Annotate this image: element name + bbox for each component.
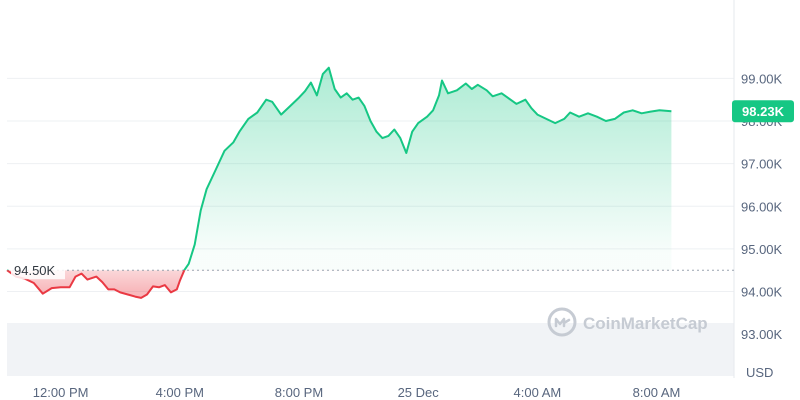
price-line-layer <box>6 66 672 299</box>
x-tick-label: 25 Dec <box>398 385 440 400</box>
coinmarketcap-logo-watermark: CoinMarketCap <box>547 307 708 337</box>
price-line-up <box>6 66 672 271</box>
y-axis-ticks: 93.00K94.00K95.00K96.00K97.00K98.00K99.0… <box>741 71 783 342</box>
reference-price-text: 94.50K <box>14 263 56 278</box>
x-tick-label: 8:00 PM <box>275 385 323 400</box>
x-tick-label: 4:00 PM <box>156 385 204 400</box>
x-tick-label: 8:00 AM <box>633 385 681 400</box>
y-tick-label: 93.00K <box>741 327 783 342</box>
y-tick-label: 96.00K <box>741 199 783 214</box>
x-tick-label: 12:00 PM <box>33 385 89 400</box>
volume-area <box>7 323 734 376</box>
current-price-badge-bg <box>732 100 794 123</box>
price-area-up <box>7 67 672 271</box>
currency-label: USD <box>746 365 773 380</box>
price-line-down <box>6 270 186 299</box>
x-tick-label: 4:00 AM <box>514 385 562 400</box>
y-tick-label: 99.00K <box>741 71 783 86</box>
y-tick-label: 94.00K <box>741 285 783 300</box>
current-price-text: 98.23K <box>742 104 785 119</box>
volume-band <box>7 323 734 376</box>
y-tick-label: 95.00K <box>741 242 783 257</box>
watermark-text: CoinMarketCap <box>583 314 708 333</box>
y-tick-label: 97.00K <box>741 157 783 172</box>
current-price-badge: 98.23K <box>732 100 794 123</box>
coinmarketcap-logo-icon <box>547 307 577 337</box>
reference-price-label: 94.50K <box>11 261 65 280</box>
x-axis-ticks: 12:00 PM 4:00 PM 8:00 PM 25 Dec 4:00 AM 8:00 … <box>33 385 681 400</box>
price-area-layer <box>7 67 672 298</box>
